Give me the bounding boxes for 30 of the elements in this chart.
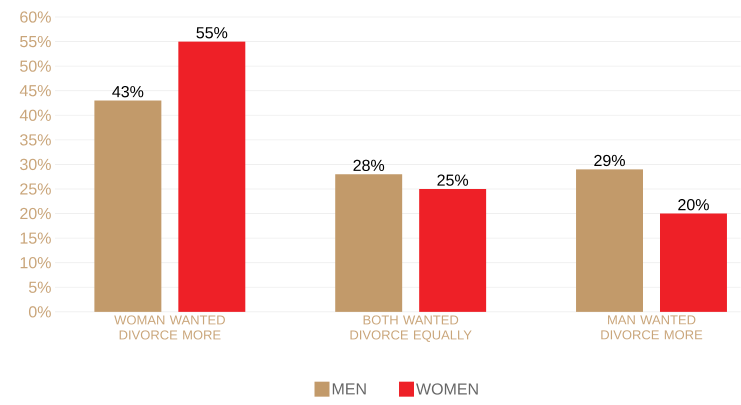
y-tick-label: 25% [20,183,51,195]
y-tick-label: 20% [20,208,51,220]
data-label: 55% [196,27,228,38]
y-tick-label: 0% [28,306,51,318]
y-tick-label: 5% [28,282,51,293]
y-tick-label: 45% [20,85,51,96]
data-label: 20% [678,199,709,210]
y-tick-label: 50% [20,60,51,72]
bar [660,214,727,312]
y-tick-label: 60% [20,11,51,23]
data-label: 28% [353,160,384,172]
data-label: 43% [112,86,144,98]
data-label: 25% [437,174,468,186]
legend-label: WOMEN [416,383,478,395]
y-tick-label: 15% [20,232,51,244]
x-tick-label: MAN WANTED DIVORCE MORE [601,315,702,340]
bar [94,100,162,312]
y-tick-label: 30% [20,158,51,170]
y-tick-label: 35% [20,134,51,146]
y-tick-label: 55% [20,36,51,48]
x-tick-label: BOTH WANTED DIVORCE EQUALLY [350,315,472,342]
bar [335,174,402,312]
bar [419,189,486,312]
y-tick-label: 40% [20,110,51,122]
legend-label: MEN [332,384,366,395]
data-label: 29% [594,154,625,166]
x-tick-label: WOMAN WANTED DIVORCE MORE [114,315,225,340]
bar [576,169,644,312]
y-tick-label: 10% [20,257,51,268]
bar [178,42,246,312]
